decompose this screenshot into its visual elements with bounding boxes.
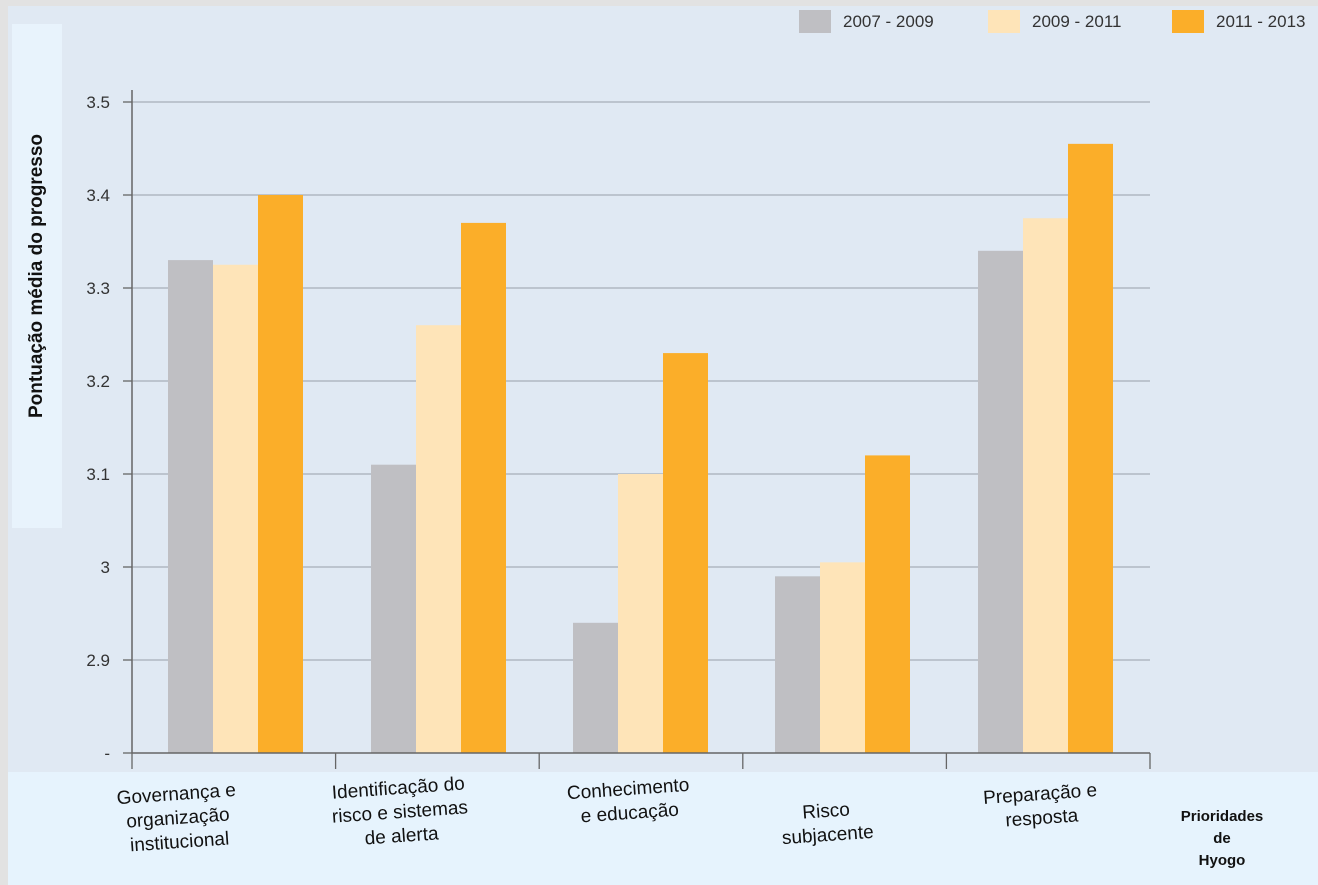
bar [371,464,416,753]
bar [1023,218,1068,753]
category-label-risco: Risco subjacente [779,797,874,851]
bar [865,455,910,753]
bars [168,143,1113,754]
bar [978,250,1023,754]
legend-swatch [988,10,1020,33]
y-tick-label: 3.2 [86,372,110,391]
y-axis-label-panel [12,24,62,528]
category-label-preparacao: Preparação e resposta [982,779,1099,835]
y-axis-title: Pontuação média do progresso [26,134,47,418]
category-label-conhecimento: Conhecimento e educação [566,774,692,830]
y-tick-label: 2.9 [86,651,110,670]
bar [461,222,506,753]
y-tick-label: 3 [101,558,110,577]
legend-label: 2009 - 2011 [1032,12,1122,31]
legend-swatch [799,10,831,33]
y-tick-label: 3.3 [86,279,110,298]
axes: - 2.9 3 3.1 3.2 3.3 3.4 3.5 [86,90,1151,769]
bar [258,195,303,753]
bar [1068,143,1113,754]
bar [213,264,258,753]
bar [618,474,663,753]
x-axis-label-band [8,772,1318,885]
bar [775,576,820,753]
bar [663,353,708,753]
category-label-governanca: Governança e organização institucional [116,779,240,859]
legend-label: 2011 - 2013 [1216,12,1306,31]
x-axis-title: Prioridades de Hyogo [1174,806,1270,872]
category-label-identificacao: Identificação do risco e sistemas de ale… [330,772,471,853]
y-tick-label: 3.4 [86,186,110,205]
bar [820,562,865,753]
bar [416,325,461,753]
bar [573,622,618,753]
x-axis-title-line: Hyogo [1198,852,1246,869]
y-tick-label: - [104,744,110,763]
y-tick-label: 3.1 [86,465,110,484]
legend-label: 2007 - 2009 [843,12,934,31]
y-tick-label: 3.5 [86,93,110,112]
legend-swatch [1172,10,1204,33]
x-axis-title-line: Prioridades de [1180,808,1264,847]
bar [168,260,213,753]
